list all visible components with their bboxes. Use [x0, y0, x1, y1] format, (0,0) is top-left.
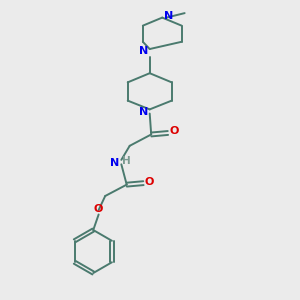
Text: O: O [94, 204, 103, 214]
Text: H: H [122, 156, 131, 166]
Text: N: N [110, 158, 119, 168]
Text: O: O [145, 177, 154, 187]
Text: N: N [139, 107, 148, 117]
Text: N: N [164, 11, 173, 21]
Text: N: N [139, 46, 148, 56]
Text: O: O [169, 127, 178, 136]
